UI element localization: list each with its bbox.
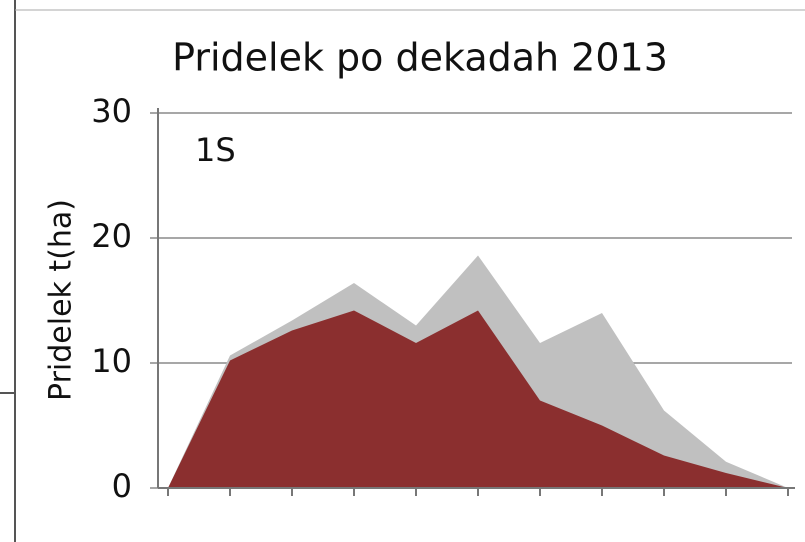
y-tick-label: 20: [91, 217, 132, 255]
axes: 0 10 20 30: [91, 92, 795, 505]
area: [168, 310, 788, 488]
chart-title: Pridelek po dekadah 2013: [172, 36, 668, 80]
y-tick-label: 30: [91, 92, 132, 130]
y-tick-label: 0: [112, 467, 132, 505]
annotation: 1S: [195, 131, 236, 169]
y-axis-label: Pridelek t(ha): [44, 199, 79, 401]
y-tick-label: 10: [91, 342, 132, 380]
areas: [168, 255, 788, 488]
